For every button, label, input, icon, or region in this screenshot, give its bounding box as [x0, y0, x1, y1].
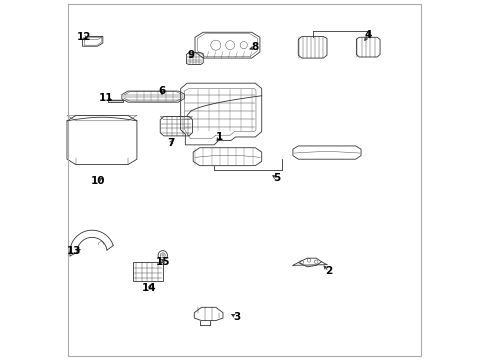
Text: 15: 15 — [155, 257, 170, 267]
Text: 6: 6 — [158, 86, 165, 96]
Text: 4: 4 — [364, 30, 371, 40]
Text: 9: 9 — [187, 50, 194, 60]
Text: 3: 3 — [232, 312, 240, 322]
Text: 1: 1 — [215, 132, 223, 142]
Text: 2: 2 — [325, 266, 332, 276]
Text: 10: 10 — [91, 176, 105, 186]
Text: 14: 14 — [142, 283, 157, 293]
Text: 5: 5 — [273, 173, 280, 183]
Text: 7: 7 — [167, 138, 174, 148]
Text: 12: 12 — [77, 32, 91, 41]
Text: 13: 13 — [67, 246, 81, 256]
Text: 11: 11 — [98, 93, 113, 103]
Text: 8: 8 — [251, 42, 258, 52]
